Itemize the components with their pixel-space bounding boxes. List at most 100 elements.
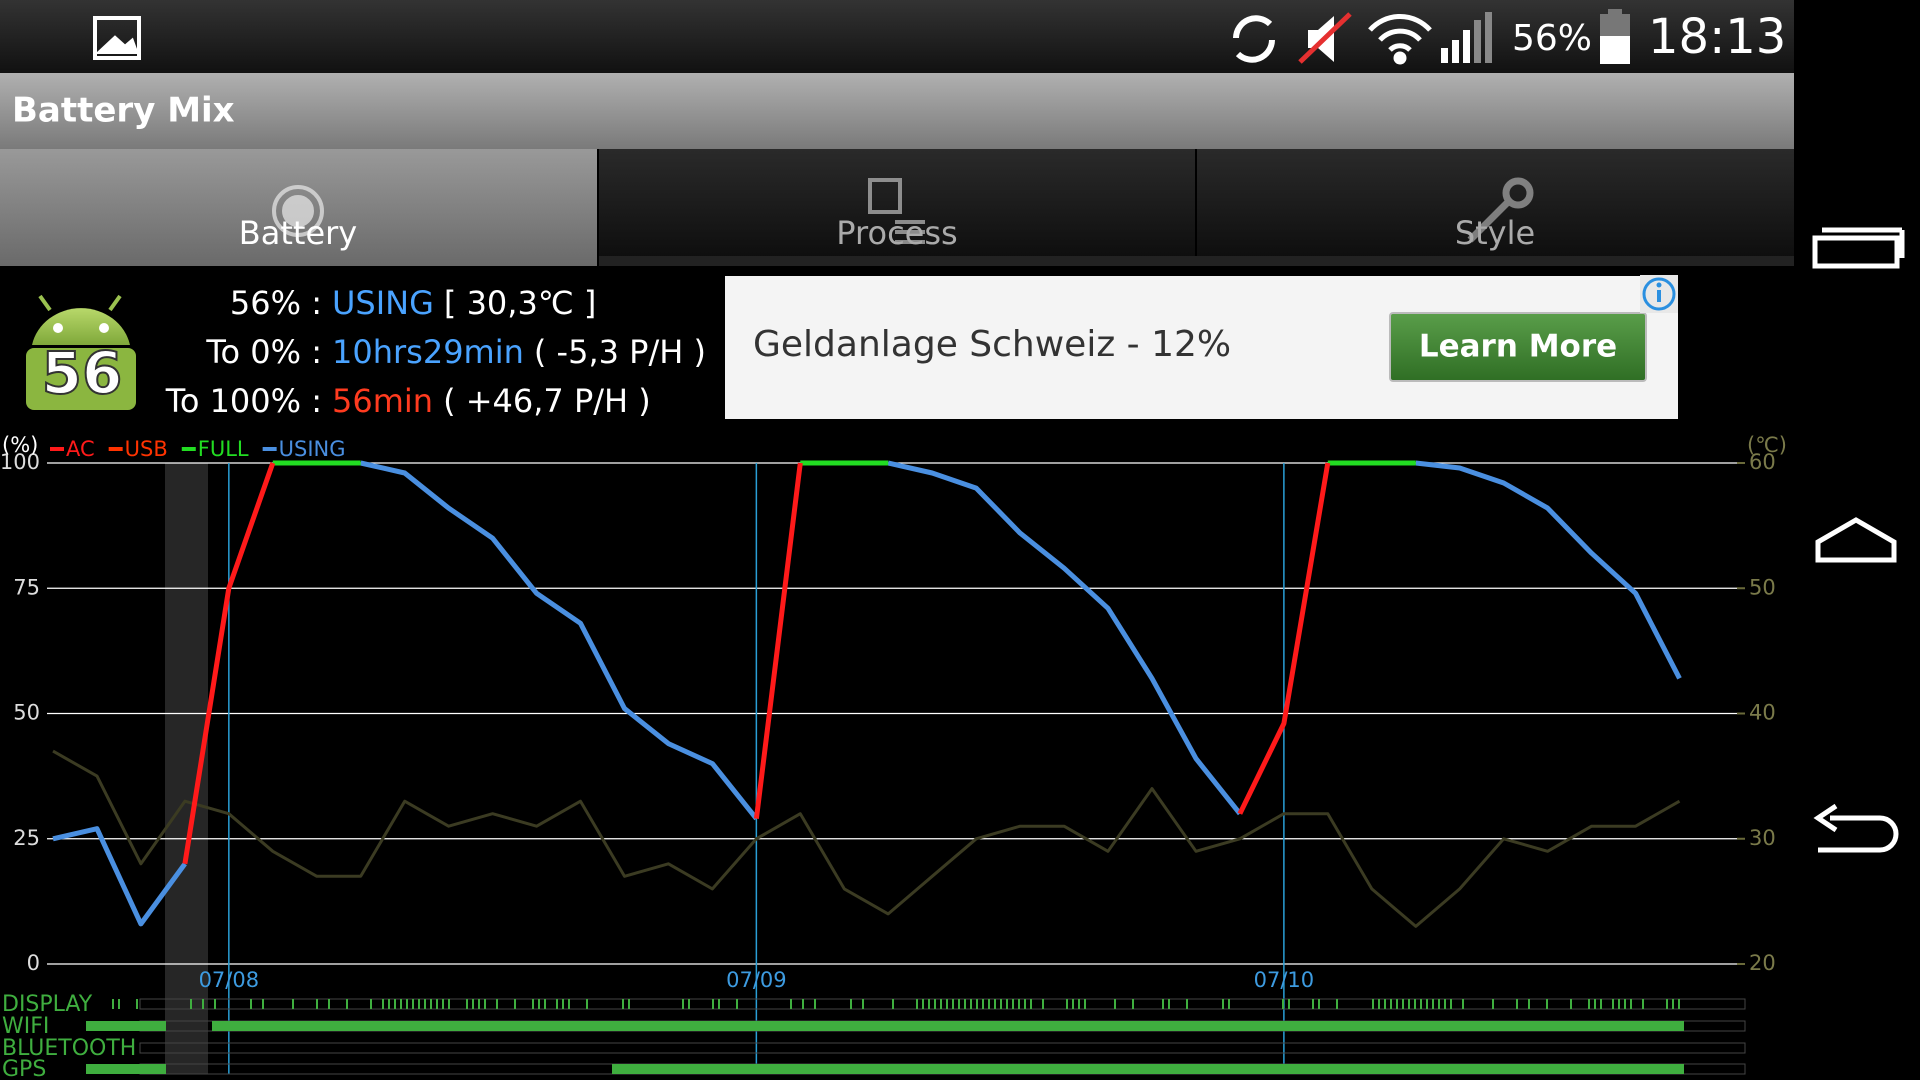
display-tick — [946, 999, 948, 1009]
activity-track — [139, 998, 1746, 1010]
display-tick — [118, 999, 120, 1009]
temperature-line — [52, 749, 1681, 928]
display-tick — [1372, 999, 1374, 1009]
display-tick — [1006, 999, 1008, 1009]
display-tick — [1462, 999, 1464, 1009]
display-tick — [922, 999, 924, 1009]
display-tick — [1672, 999, 1674, 1009]
y2-tick-label: 50 — [1749, 575, 1776, 599]
display-tick — [1414, 999, 1416, 1009]
display-tick — [1042, 999, 1044, 1009]
display-tick — [1012, 999, 1014, 1009]
display-tick — [1132, 999, 1134, 1009]
home-button[interactable] — [1815, 517, 1897, 563]
info-detail: [ 30,3℃ ] — [444, 284, 597, 322]
display-tick — [1678, 999, 1680, 1009]
activity-label: BLUETOOTH — [2, 1036, 136, 1061]
display-tick — [1318, 999, 1320, 1009]
x-tick-label: 07/10 — [1254, 968, 1315, 992]
ad-button-label: Learn More — [1419, 329, 1617, 365]
y2-unit: (℃) — [1747, 433, 1787, 457]
display-tick — [1114, 999, 1116, 1009]
app-title: Battery Mix — [12, 91, 235, 131]
battery-line — [52, 460, 1682, 927]
gps-bar — [86, 1064, 166, 1074]
status-bar — [0, 0, 1794, 73]
display-tick — [442, 999, 444, 1009]
display-tick — [814, 999, 816, 1009]
process-tab-icon — [868, 178, 925, 244]
display-tick — [1288, 999, 1290, 1009]
display-tick — [1528, 999, 1530, 1009]
display-tick — [532, 999, 534, 1009]
battery-chart: 0 25 50 75 100 20 30 40 50 60 (%) (℃) 07/08 07/09 07/1… — [0, 433, 1787, 1080]
display-tick — [1228, 999, 1230, 1009]
y2-tick-label: 30 — [1749, 826, 1776, 850]
display-tick — [916, 999, 918, 1009]
display-tick — [1282, 999, 1284, 1009]
display-tick — [406, 999, 408, 1009]
display-tick — [958, 999, 960, 1009]
display-tick — [1588, 999, 1590, 1009]
display-tick — [1612, 999, 1614, 1009]
legend-label: USB — [125, 437, 168, 461]
display-tick — [976, 999, 978, 1009]
display-tick — [682, 999, 684, 1009]
display-tick — [316, 999, 318, 1009]
display-tick — [1432, 999, 1434, 1009]
mute-icon — [1298, 12, 1352, 64]
ad-button[interactable] — [1389, 312, 1647, 382]
display-tick — [484, 999, 486, 1009]
display-tick — [412, 999, 414, 1009]
display-tick — [1546, 999, 1548, 1009]
display-tick — [1078, 999, 1080, 1009]
display-tick — [328, 999, 330, 1009]
nav-bar — [1794, 0, 1920, 1080]
display-tick — [1516, 999, 1518, 1009]
legend-label: AC — [66, 437, 95, 461]
display-tick — [628, 999, 630, 1009]
display-tick — [1018, 999, 1020, 1009]
back-button[interactable] — [1813, 803, 1899, 853]
battery-line — [182, 462, 1331, 865]
ad-info-icon[interactable] — [1640, 275, 1678, 313]
display-tick — [1222, 999, 1224, 1009]
wifi-bar — [212, 1021, 1684, 1031]
tab-process[interactable] — [599, 149, 1195, 266]
info-value: 56min — [332, 382, 433, 420]
y-tick-label: 25 — [13, 826, 40, 850]
display-tick — [1186, 999, 1188, 1009]
action-bar — [0, 73, 1794, 149]
display-tick — [928, 999, 930, 1009]
display-tick — [424, 999, 426, 1009]
ad-text: Geldanlage Schweiz - 12% — [753, 324, 1231, 365]
display-tick — [1570, 999, 1572, 1009]
display-tick — [1084, 999, 1086, 1009]
display-tick — [1168, 999, 1170, 1009]
tab-style[interactable] — [1197, 149, 1794, 266]
info-value: USING — [332, 284, 434, 322]
recent-apps-button[interactable] — [1812, 227, 1905, 269]
display-tick — [466, 999, 468, 1009]
display-tick — [982, 999, 984, 1009]
display-tick — [1312, 999, 1314, 1009]
info-label: To 100% : — [165, 382, 322, 420]
legend-label: FULL — [198, 437, 249, 461]
info-label: 56% : — [230, 284, 322, 322]
display-tick — [1594, 999, 1596, 1009]
display-tick — [1384, 999, 1386, 1009]
display-tick — [1492, 999, 1494, 1009]
display-tick — [514, 999, 516, 1009]
display-tick — [190, 999, 192, 1009]
display-tick — [556, 999, 558, 1009]
display-tick — [418, 999, 420, 1009]
display-tick — [712, 999, 714, 1009]
info-detail: ( +46,7 P/H ) — [443, 382, 651, 420]
display-tick — [1390, 999, 1392, 1009]
display-tick — [1642, 999, 1644, 1009]
display-tick — [586, 999, 588, 1009]
display-tick — [1408, 999, 1410, 1009]
display-tick — [862, 999, 864, 1009]
